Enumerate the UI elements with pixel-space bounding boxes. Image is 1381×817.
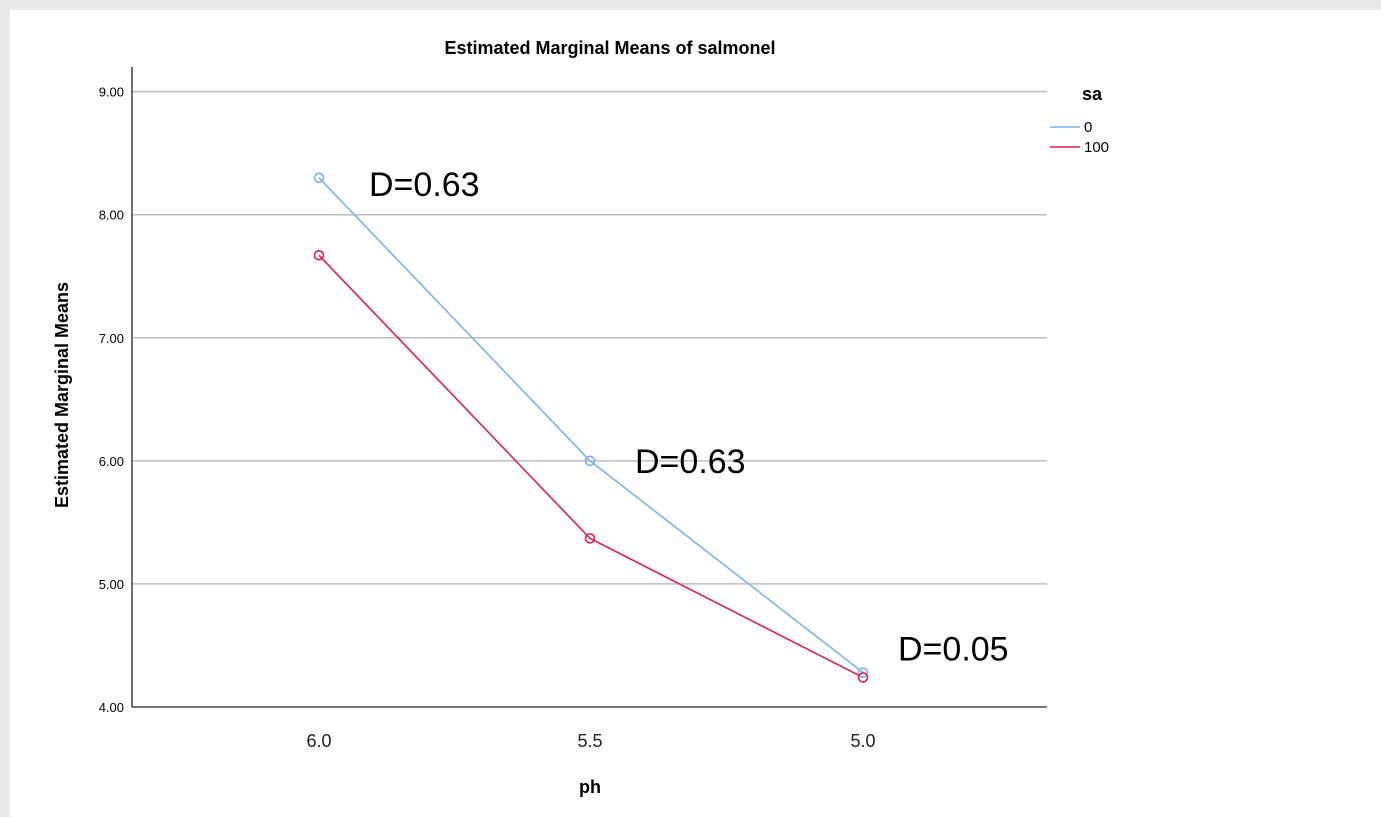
data-point-0 xyxy=(584,455,596,467)
x-axis-label: ph xyxy=(579,777,601,797)
annotation-label: D=0.63 xyxy=(635,443,746,481)
chart-title: Estimated Marginal Means of salmonel xyxy=(444,38,775,58)
legend-label: 100 xyxy=(1084,139,1109,156)
data-point-100 xyxy=(857,672,869,683)
chart-frame: Estimated Marginal Means of salmonel 4.0… xyxy=(10,10,1381,817)
y-tick-label: 9.00 xyxy=(99,85,124,100)
y-tick-labels: 4.00 5.00 6.00 7.00 8.00 9.00 xyxy=(99,85,124,715)
x-tick-label: 6.0 xyxy=(306,731,331,751)
axes xyxy=(131,67,1047,708)
y-tick-label: 4.00 xyxy=(99,700,124,715)
y-tick-label: 7.00 xyxy=(99,331,124,346)
x-tick-labels: 6.0 5.5 5.0 xyxy=(306,731,875,751)
legend: sa 0 100 xyxy=(1050,84,1109,156)
y-tick-label: 6.00 xyxy=(99,454,124,469)
legend-label: 0 xyxy=(1084,119,1092,136)
data-points xyxy=(313,172,869,683)
y-tick-label: 5.00 xyxy=(99,577,124,592)
data-point-100 xyxy=(584,533,596,544)
line-chart: Estimated Marginal Means of salmonel 4.0… xyxy=(52,38,1109,797)
series-line-100 xyxy=(318,254,864,679)
series-lines xyxy=(318,177,864,679)
data-point-0 xyxy=(313,172,325,184)
series-line-0 xyxy=(318,177,864,674)
data-point-100 xyxy=(313,250,325,261)
annotation-label: D=0.63 xyxy=(369,166,480,204)
grid-lines xyxy=(132,90,1047,585)
y-axis-label: Estimated Marginal Means xyxy=(52,282,72,508)
x-tick-label: 5.0 xyxy=(850,731,875,751)
y-tick-label: 8.00 xyxy=(99,208,124,223)
data-point-0 xyxy=(857,667,869,678)
annotations: D=0.63 D=0.63 D=0.05 xyxy=(369,166,1009,669)
annotation-label: D=0.05 xyxy=(898,631,1009,669)
x-tick-label: 5.5 xyxy=(577,731,602,751)
legend-title: sa xyxy=(1082,84,1103,104)
